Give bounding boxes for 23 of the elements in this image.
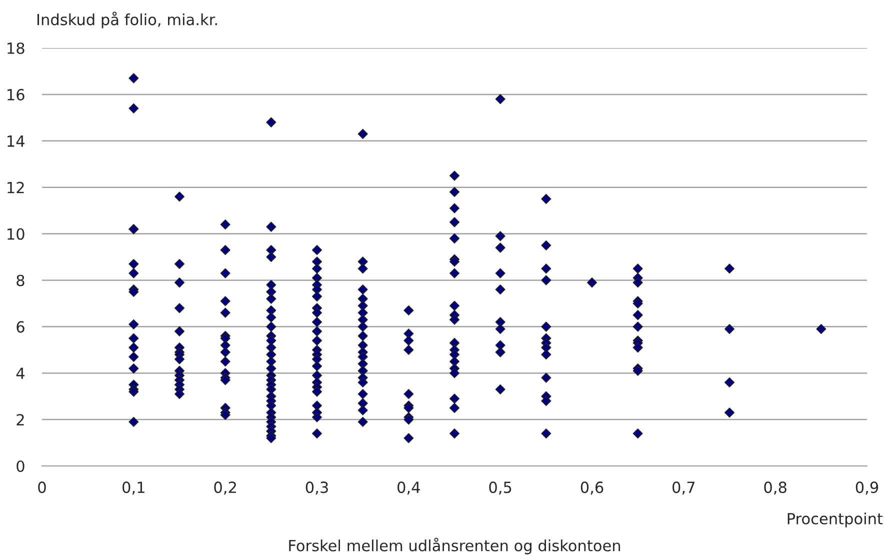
y-tick-label: 8 xyxy=(16,274,24,286)
x-tick-label: 0,3 xyxy=(306,482,328,495)
x-tick-label: 0,9 xyxy=(856,482,878,495)
x-tick-label: 0,5 xyxy=(489,482,512,495)
y-tick-label: 10 xyxy=(8,228,24,240)
y-tick-label: 6 xyxy=(16,321,24,333)
text: Procentpoint xyxy=(788,512,883,528)
y-tick-label: 4 xyxy=(16,368,24,379)
y-tick-label: 12 xyxy=(8,182,24,194)
x-tick-label: 0,6 xyxy=(580,482,604,495)
y-tick-label: 14 xyxy=(8,136,24,147)
x-tick-label: 0,8 xyxy=(764,482,786,495)
y-tick-label: 18 xyxy=(8,42,24,54)
x-tick-label: 0,4 xyxy=(398,482,420,495)
y-tick-label: 2 xyxy=(16,414,24,426)
y-tick-label: 16 xyxy=(8,88,24,100)
y-tick-label: 0 xyxy=(16,460,24,472)
x-tick-label: 0,2 xyxy=(214,482,236,495)
x-tick-label: 0,7 xyxy=(672,482,695,495)
x-axis-title: Forskel mellem udlånsrenten og diskontoen xyxy=(289,538,620,554)
y-axis-title: Indskud på folio, mia.kr. xyxy=(38,12,217,28)
x-tick-label: 0,1 xyxy=(122,482,144,495)
x-tick-label: 0 xyxy=(38,482,46,494)
